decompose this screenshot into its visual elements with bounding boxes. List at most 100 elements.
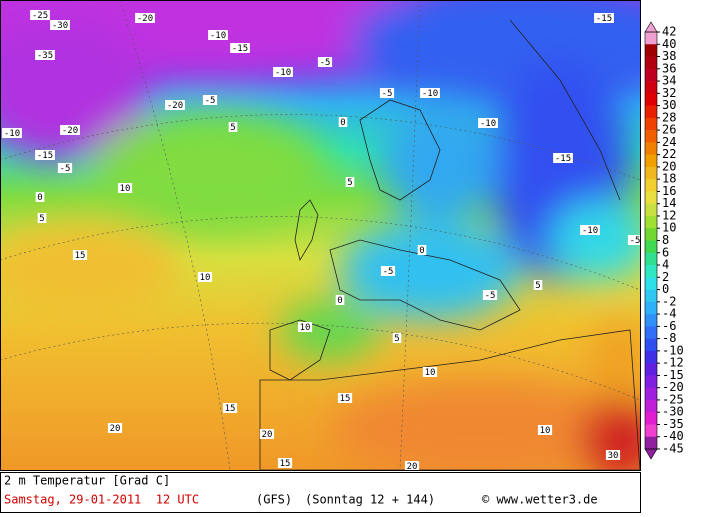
map-labels: -25 -30 -35 -20 -10 -15 -10 -20 -5 -10 -20 -15 -5 0 5 1… (2, 10, 640, 470)
colorbar-segment (645, 301, 657, 315)
colorbar-segment (645, 93, 657, 106)
map-label: 0 (340, 118, 345, 128)
map-label-bg (404, 461, 420, 470)
colorbar-label: 8 (662, 233, 669, 247)
map-label: -20 (137, 14, 153, 24)
map-label-bg (57, 163, 73, 173)
map-label-bg (273, 67, 293, 77)
map-label-bg (338, 117, 348, 127)
colorbar-label: 12 (662, 208, 676, 222)
colorbar-label: 14 (662, 196, 676, 210)
colorbar-label: 28 (662, 110, 676, 124)
map-label-bg (533, 280, 543, 290)
colorbar-segment (645, 154, 657, 168)
map-label-bg (605, 450, 621, 460)
map: -25 -30 -35 -20 -10 -15 -10 -20 -5 -10 -20 -15 -5 0 5 1… (1, 1, 640, 470)
colorbar-segment (645, 387, 657, 401)
map-label: -20 (62, 126, 78, 136)
colorbar-segment (645, 191, 657, 205)
colorbar-segment (645, 399, 657, 413)
colorbar-label: 24 (662, 135, 676, 149)
map-label: -5 (383, 267, 394, 277)
map-label: -10 (4, 129, 20, 139)
colorbar-label: -12 (662, 356, 684, 370)
map-label: -25 (32, 11, 48, 21)
map-label: -20 (167, 101, 183, 111)
colorbar-segment (645, 326, 657, 339)
map-label-bg (197, 272, 213, 282)
colorbar-segment (645, 424, 657, 438)
colorbar-label: 2 (662, 270, 669, 284)
map-label: -5 (485, 291, 496, 301)
colorbar-label: 4 (662, 258, 669, 272)
colorbar-segment (645, 363, 657, 376)
colorbar-label: -15 (662, 368, 684, 382)
colorbar-label: -25 (662, 392, 684, 406)
map-label: 0 (37, 193, 42, 203)
colorbar-label: 22 (662, 147, 676, 161)
colorbar-label: 10 (662, 221, 676, 235)
map-label: -10 (582, 226, 598, 236)
map-label-bg (380, 266, 396, 276)
colorbar-label: 30 (662, 98, 676, 112)
colorbar-segment (645, 68, 657, 82)
map-label-bg (317, 57, 333, 67)
colorbar-label: 42 (662, 25, 676, 39)
map-label: 15 (225, 404, 236, 414)
colorbar-segment (645, 350, 657, 364)
footer-model: (GFS) (256, 493, 292, 507)
colorbar-segment (645, 179, 657, 192)
map-label-bg (537, 425, 553, 435)
map-label-bg (228, 122, 238, 132)
colorbar-segment (645, 289, 657, 303)
map-label-bg (422, 367, 438, 377)
map-label-bg (107, 423, 123, 433)
map-label-bg (222, 403, 238, 413)
colorbar-label: 6 (662, 245, 669, 259)
map-label-bg (297, 322, 313, 332)
map-label: -10 (480, 119, 496, 129)
map-label-bg (37, 213, 47, 223)
footer-date: Samstag, 29-01-2011 12 UTC (4, 493, 199, 507)
colorbar-segment (645, 375, 657, 388)
footer-run: (Sonntag 12 + 144) (305, 493, 435, 507)
map-label-bg (35, 192, 45, 202)
colorbar-label: 38 (662, 49, 676, 63)
colorbar-label: 16 (662, 184, 676, 198)
map-label: 5 (230, 123, 235, 133)
colorbar-segment (645, 105, 657, 119)
map-label: 15 (340, 394, 351, 404)
colorbar-label: -30 (662, 405, 684, 419)
footer-credit: © www.wetter3.de (482, 493, 598, 507)
map-label-bg (392, 333, 402, 343)
map-label-bg (379, 88, 395, 98)
map-label: 5 (347, 178, 352, 188)
coastlines (259, 19, 640, 470)
colorbar-segment (645, 240, 657, 254)
map-label-bg (72, 250, 88, 260)
colorbar-segment (645, 166, 657, 180)
colorbar-label: -45 (662, 442, 684, 456)
map-label-bg (627, 235, 640, 245)
map-label-bg (337, 393, 353, 403)
colorbar-label: -40 (662, 429, 684, 443)
colorbar-segment (645, 142, 657, 155)
map-label: 20 (262, 430, 273, 440)
map-label: 10 (540, 426, 551, 436)
colorbar-segment (645, 130, 657, 143)
map-label-bg (420, 88, 440, 98)
map-label: -15 (555, 154, 571, 164)
colorbar-label: -8 (662, 331, 676, 345)
colorbar-label: 0 (662, 282, 669, 296)
colorbar-segment (645, 436, 657, 450)
map-label-bg (50, 20, 70, 30)
map-label: 0 (337, 296, 342, 306)
map-label-bg (2, 128, 22, 138)
footer-title: 2 m Temperatur [Grad C] (4, 474, 170, 488)
map-label: 5 (39, 214, 44, 224)
colorbar-label: 26 (662, 123, 676, 137)
colorbar-segment (645, 81, 657, 94)
map-label: -10 (210, 31, 226, 41)
map-label: -10 (275, 68, 291, 78)
